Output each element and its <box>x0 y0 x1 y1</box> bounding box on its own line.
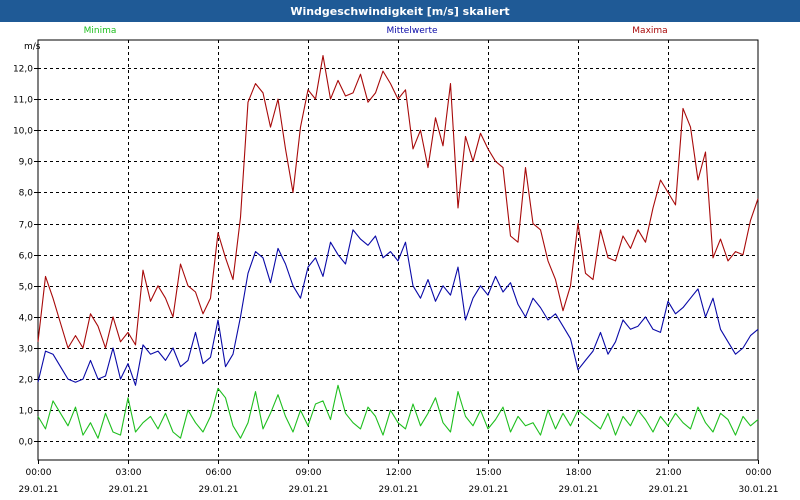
y-tick-label: 8,0 <box>19 189 34 199</box>
y-axis-label: m/s <box>24 42 41 52</box>
y-tick-label: 11,0 <box>13 96 33 106</box>
x-tick-time: 06:00 <box>206 468 232 478</box>
chart-background <box>0 22 800 500</box>
x-tick-time: 21:00 <box>656 468 682 478</box>
legend-label-maxima: Maxima <box>632 26 667 36</box>
y-tick-label: 10,0 <box>13 127 33 137</box>
y-tick-label: 6,0 <box>19 252 34 262</box>
series-line-minima <box>37 384 759 439</box>
x-tick-date: 29.01.21 <box>198 485 238 495</box>
x-tick-date: 29.01.21 <box>108 485 148 495</box>
x-tick-date: 29.01.21 <box>18 485 58 495</box>
window-title: Windgeschwindigkeit [m/s] skaliert <box>0 0 800 22</box>
x-tick-time: 00:00 <box>746 468 772 478</box>
x-tick-time: 18:00 <box>566 468 592 478</box>
x-tick-time: 15:00 <box>476 468 502 478</box>
y-tick-label: 1,0 <box>19 407 34 417</box>
legend: Minima Mittelwerte Maxima <box>84 26 668 36</box>
x-tick-date: 29.01.21 <box>558 485 598 495</box>
y-tick-label: 2,0 <box>19 376 34 386</box>
x-tick-date: 29.01.21 <box>468 485 508 495</box>
y-tick-label: 3,0 <box>19 345 34 355</box>
y-tick-label: 5,0 <box>19 283 34 293</box>
x-tick-time: 03:00 <box>116 468 142 478</box>
y-tick-label: 4,0 <box>19 314 34 324</box>
x-tick-time: 09:00 <box>296 468 322 478</box>
x-tick-date: 29.01.21 <box>288 485 328 495</box>
x-tick-date: 29.01.21 <box>378 485 418 495</box>
x-tick-time: 00:00 <box>26 468 52 478</box>
series-line-maxima <box>37 55 759 349</box>
y-tick-label: 9,0 <box>19 158 34 168</box>
legend-label-mittelwerte: Mittelwerte <box>386 26 437 36</box>
series-line-mittelwerte <box>37 229 759 386</box>
legend-label-minima: Minima <box>84 26 117 36</box>
x-tick-time: 12:00 <box>386 468 412 478</box>
x-tick-date: 29.01.21 <box>648 485 688 495</box>
wind-speed-chart: 0,0 1,0 2,0 3,0 4,0 5,0 6,0 7,0 8,0 9,0 10,0 11,0 12… <box>0 22 800 500</box>
x-tick-date: 30.01.21 <box>738 485 778 495</box>
y-tick-label: 0,0 <box>19 438 34 448</box>
series-lines <box>37 55 759 439</box>
axes: 0,0 1,0 2,0 3,0 4,0 5,0 6,0 7,0 8,0 9,0 10,0 11,0 12… <box>13 39 779 495</box>
y-tick-label: 12,0 <box>13 65 33 75</box>
y-tick-label: 7,0 <box>19 221 34 231</box>
